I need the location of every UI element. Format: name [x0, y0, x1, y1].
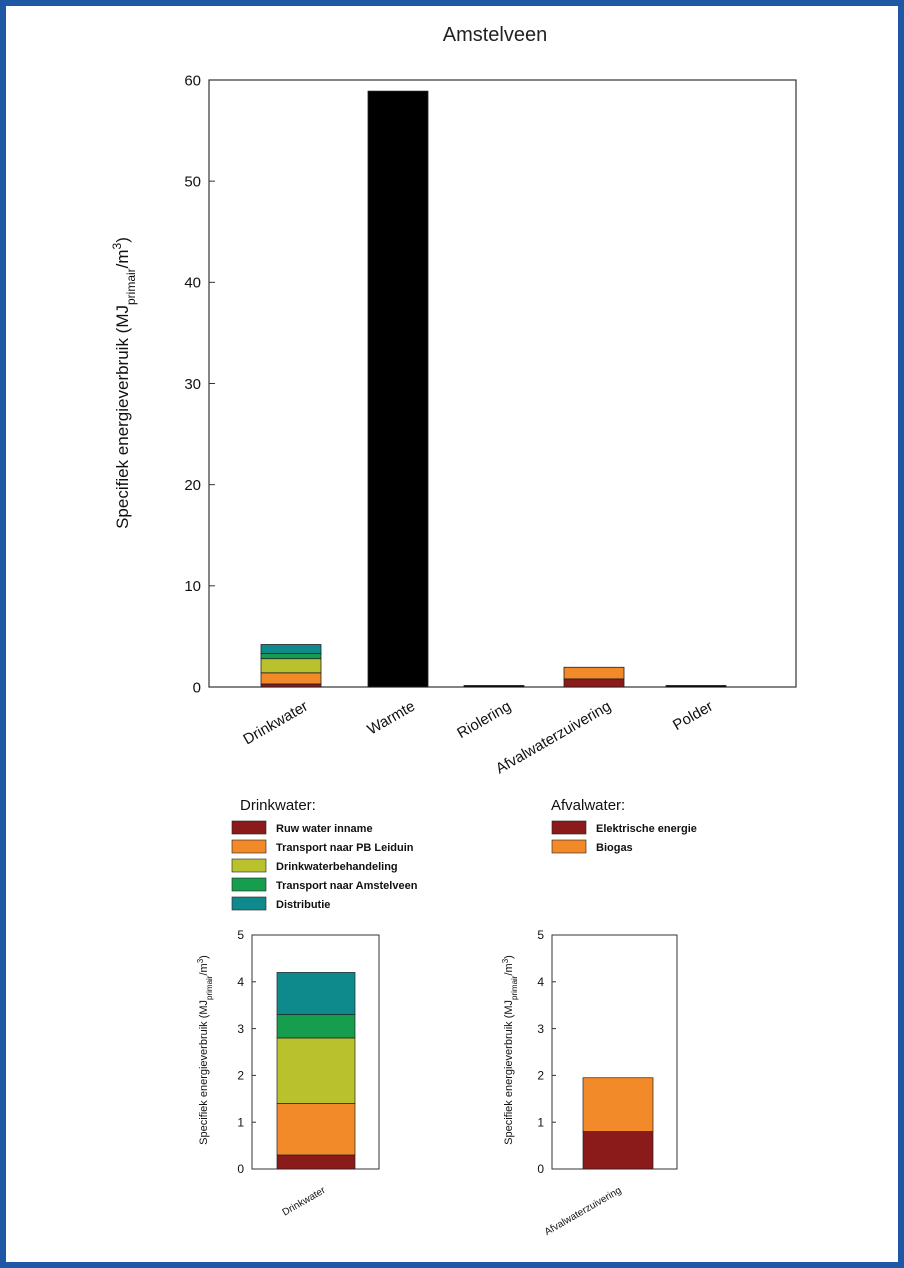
small-chart-afvalwaterzuivering: 0 1 2 3 4 5 Afvalwaterzuivering Specifiek ene…: [501, 928, 678, 1238]
legend-item-label: Drinkwaterbehandeling: [276, 861, 398, 873]
x-category-label: Warmte: [365, 698, 418, 739]
x-category-label: Riolering: [454, 698, 514, 742]
small1-bars: [276, 972, 356, 1170]
x-category-label: Drinkwater: [240, 698, 311, 749]
main-chart: Amstelveen 0 10 20 30 40 50 60 Drinkwater Warmt…: [110, 24, 797, 778]
legend-item-label: Biogas: [596, 842, 633, 854]
y-tick-label: 5: [237, 928, 244, 942]
small2-y-ticks: 0 1 2 3 4 5: [537, 928, 556, 1176]
bar-segment: [665, 685, 727, 688]
small1-y-ticks: 0 1 2 3 4 5: [237, 928, 256, 1176]
legend-swatch: [231, 877, 267, 892]
legend-swatch: [551, 839, 587, 854]
y-tick-label: 0: [237, 1162, 244, 1176]
legend-swatch: [231, 896, 267, 911]
legend-swatch: [231, 839, 267, 854]
legend-swatch: [231, 858, 267, 873]
bar-segment: [367, 90, 429, 688]
y-tick-label: 10: [184, 578, 201, 595]
bar-segment: [260, 644, 322, 655]
legend-item-label: Distributie: [276, 899, 330, 911]
legend-afvalwater-title: Afvalwater:: [551, 797, 625, 814]
y-tick-label: 0: [193, 679, 201, 696]
bar-segment: [260, 658, 322, 674]
y-tick-label: 50: [184, 173, 201, 190]
legend-drinkwater-title: Drinkwater:: [240, 797, 316, 814]
y-tick-label: 1: [537, 1115, 544, 1129]
y-tick-label: 1: [237, 1115, 244, 1129]
y-tick-label: 3: [537, 1022, 544, 1036]
y-tick-label: 4: [537, 975, 544, 989]
chart-title: Amstelveen: [443, 24, 548, 46]
small-chart-drinkwater: 0 1 2 3 4 5 Drinkwater Specifiek energieverbr…: [196, 928, 380, 1218]
y-tick-label: 40: [184, 275, 201, 292]
bar-segment: [276, 972, 356, 1015]
bar-segment: [582, 1131, 654, 1170]
bar-segment: [563, 678, 625, 688]
bar-segment: [276, 1103, 356, 1156]
legend-swatch: [551, 820, 587, 835]
legend-item-label: Transport naar PB Leiduin: [276, 842, 414, 854]
main-plot-frame: [208, 79, 797, 688]
bar-segment: [563, 666, 625, 680]
y-tick-label: 20: [184, 477, 201, 494]
main-y-ticks: 0 10 20 30 40 50 60: [184, 72, 215, 696]
main-bars: [260, 90, 727, 688]
legend-drinkwater: Drinkwater: Ruw water inname Transport na…: [231, 797, 418, 911]
small2-y-axis-label: Specifiek energieverbruik (MJprimair/m3): [501, 955, 519, 1145]
y-tick-label: 30: [184, 376, 201, 393]
y-tick-label: 3: [237, 1022, 244, 1036]
legend-afvalwater: Afvalwater: Elektrische energie Biogas: [551, 797, 697, 854]
small2-category-label: Afvalwaterzuivering: [543, 1185, 624, 1238]
y-tick-label: 60: [184, 72, 201, 89]
y-tick-label: 2: [237, 1069, 244, 1083]
legend-item-label: Ruw water inname: [276, 823, 373, 835]
y-tick-label: 2: [537, 1069, 544, 1083]
main-y-axis-label: Specifiek energieverbruik (MJprimair/m3): [110, 237, 138, 529]
bar-segment: [276, 1014, 356, 1039]
small2-bars: [582, 1077, 654, 1170]
bar-segment: [260, 672, 322, 685]
legend-item-label: Elektrische energie: [596, 823, 697, 835]
y-tick-label: 5: [537, 928, 544, 942]
bar-segment: [276, 1037, 356, 1104]
y-tick-label: 4: [237, 975, 244, 989]
small1-category-label: Drinkwater: [281, 1185, 328, 1219]
bar-segment: [260, 653, 322, 660]
x-category-label: Polder: [670, 698, 716, 734]
legend-swatch: [231, 820, 267, 835]
small1-y-axis-label: Specifiek energieverbruik (MJprimair/m3): [196, 955, 214, 1145]
bar-segment: [463, 685, 525, 688]
y-tick-label: 0: [537, 1162, 544, 1176]
bar-segment: [582, 1077, 654, 1132]
bar-segment: [276, 1154, 356, 1170]
legend-item-label: Transport naar Amstelveen: [276, 880, 418, 892]
main-category-labels: Drinkwater Warmte RioleringAfvalwaterzuive…: [240, 698, 716, 778]
bar-segment: [260, 683, 322, 688]
